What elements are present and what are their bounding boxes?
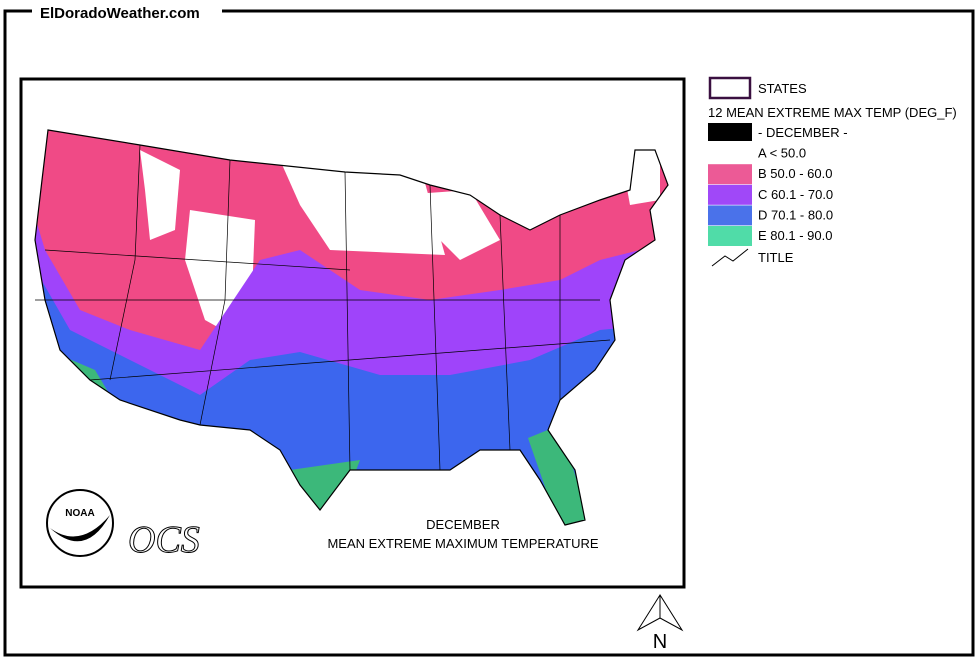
legend-swatch bbox=[708, 205, 752, 226]
legend-swatch bbox=[708, 123, 752, 141]
site-title: ElDoradoWeather.com bbox=[40, 5, 200, 22]
states-swatch bbox=[708, 76, 752, 100]
legend-swatch bbox=[708, 226, 752, 246]
legend-label: A < 50.0 bbox=[758, 146, 806, 161]
zone-e bbox=[290, 460, 360, 525]
us-outline bbox=[34, 129, 669, 526]
caption-line: DECEMBER bbox=[426, 517, 500, 532]
logo-bird bbox=[50, 515, 110, 542]
legend-label: D 70.1 - 80.0 bbox=[758, 207, 833, 222]
zone-e bbox=[528, 425, 590, 525]
logo-text: NOAA bbox=[65, 508, 94, 519]
agency-text: OCS bbox=[128, 519, 200, 561]
zone-a bbox=[140, 150, 180, 240]
legend-label: C 60.1 - 70.0 bbox=[758, 187, 833, 202]
legend-label: - DECEMBER - bbox=[758, 125, 848, 140]
zone-a bbox=[280, 160, 445, 255]
legend-variable: 12 MEAN EXTREME MAX TEMP (DEG_F) bbox=[708, 105, 957, 120]
legend-label: STATES bbox=[758, 81, 807, 96]
north-label: N bbox=[653, 631, 667, 653]
state-lines bbox=[35, 144, 611, 471]
legend-label: B 50.0 - 60.0 bbox=[758, 166, 832, 181]
legend-swatch bbox=[708, 164, 752, 185]
zone-a bbox=[400, 190, 500, 260]
title-symbol bbox=[711, 248, 749, 267]
title-bg bbox=[32, 2, 222, 22]
legend-swatch bbox=[708, 184, 752, 205]
legend: - DECEMBER - A < 50.0 B 50.0 - 60.0 C 60.1 … bbox=[708, 123, 848, 246]
noaa-logo bbox=[46, 489, 114, 557]
legend-label: E 80.1 - 90.0 bbox=[758, 228, 832, 243]
legend-label: TITLE bbox=[758, 250, 794, 265]
north-arrow bbox=[636, 594, 684, 632]
legend-swatch bbox=[708, 143, 752, 164]
caption-line: MEAN EXTREME MAXIMUM TEMPERATURE bbox=[327, 536, 598, 551]
